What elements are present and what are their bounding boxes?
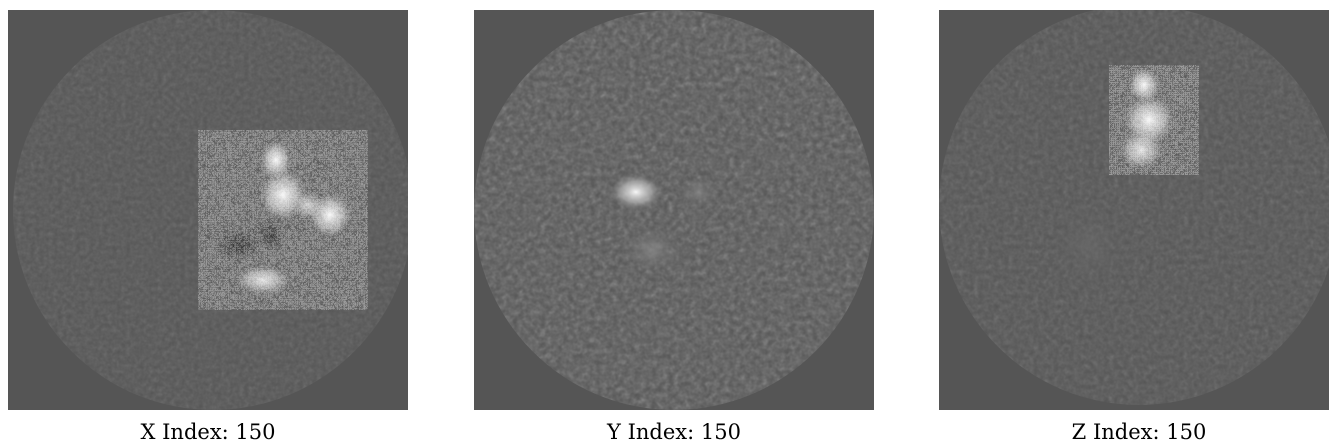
- z-slice-caption: Z Index: 150: [1071, 420, 1207, 444]
- z-slice-image: [939, 10, 1329, 410]
- y-slice-image: [474, 10, 874, 410]
- x-slice-image: [8, 10, 408, 410]
- x-slice-caption: X Index: 150: [140, 420, 276, 444]
- y-slice-graphic: [474, 10, 874, 410]
- z-slice-graphic: [939, 10, 1329, 410]
- x-slice-graphic: [8, 10, 408, 410]
- y-slice-caption: Y Index: 150: [607, 420, 741, 444]
